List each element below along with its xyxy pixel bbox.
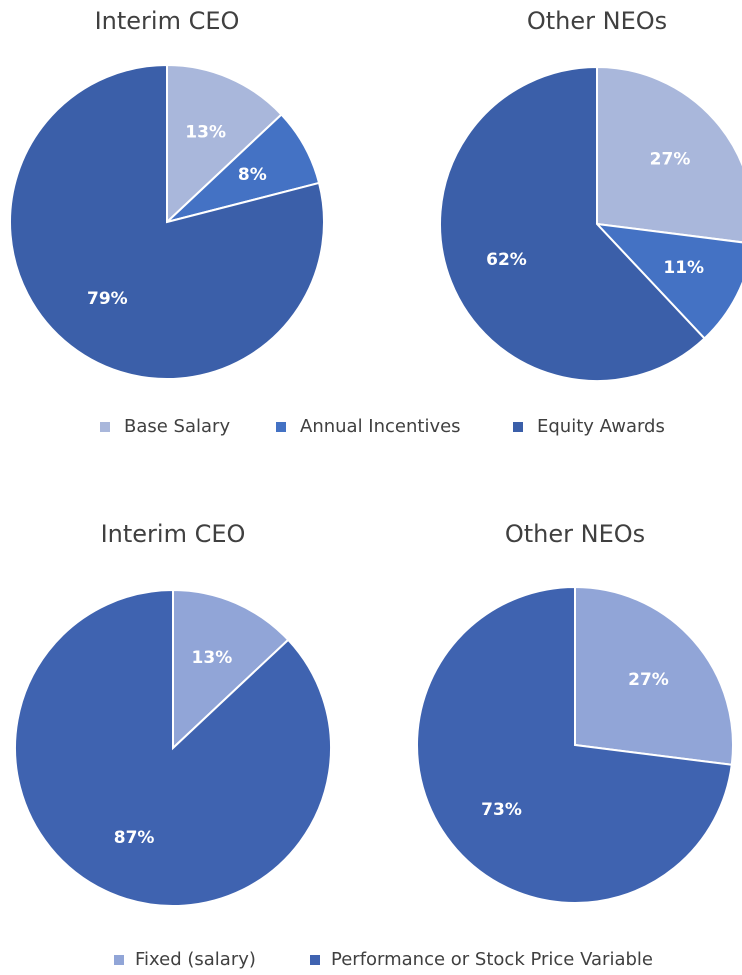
pie-slice — [439, 65, 706, 382]
data-label: 8% — [238, 165, 267, 185]
legend-label: Base Salary — [124, 416, 230, 437]
data-label: 73% — [481, 800, 522, 820]
pie-title: Other NEOs — [527, 7, 667, 35]
data-label: 13% — [185, 123, 226, 143]
data-label: 13% — [192, 648, 233, 668]
pie-slice — [596, 65, 742, 244]
data-label: 87% — [114, 828, 155, 848]
legend-label: Annual Incentives — [300, 416, 461, 437]
pie-slice — [416, 585, 733, 904]
data-label: 79% — [87, 289, 128, 309]
legend-label: Fixed (salary) — [135, 949, 256, 970]
pie-slice — [172, 588, 290, 751]
pie-slice — [594, 222, 742, 340]
pie-slice — [166, 63, 283, 225]
pie-slice — [574, 585, 734, 766]
legend-label: Performance or Stock Price Variable — [331, 949, 653, 970]
legend-swatch — [276, 422, 286, 432]
legend-swatch — [100, 422, 110, 432]
pie-slice — [9, 63, 325, 380]
pie-title: Interim CEO — [101, 520, 246, 548]
legend-swatch — [513, 422, 523, 432]
pie-title: Interim CEO — [95, 7, 240, 35]
legend-swatch — [114, 955, 124, 965]
legend-label: Equity Awards — [537, 416, 665, 437]
data-label: 11% — [663, 258, 704, 278]
pie-title: Other NEOs — [505, 520, 645, 548]
pie-slice — [14, 588, 332, 907]
data-label: 62% — [486, 250, 527, 270]
legend-swatch — [310, 955, 320, 965]
data-label: 27% — [628, 670, 669, 690]
data-label: 27% — [650, 150, 691, 170]
